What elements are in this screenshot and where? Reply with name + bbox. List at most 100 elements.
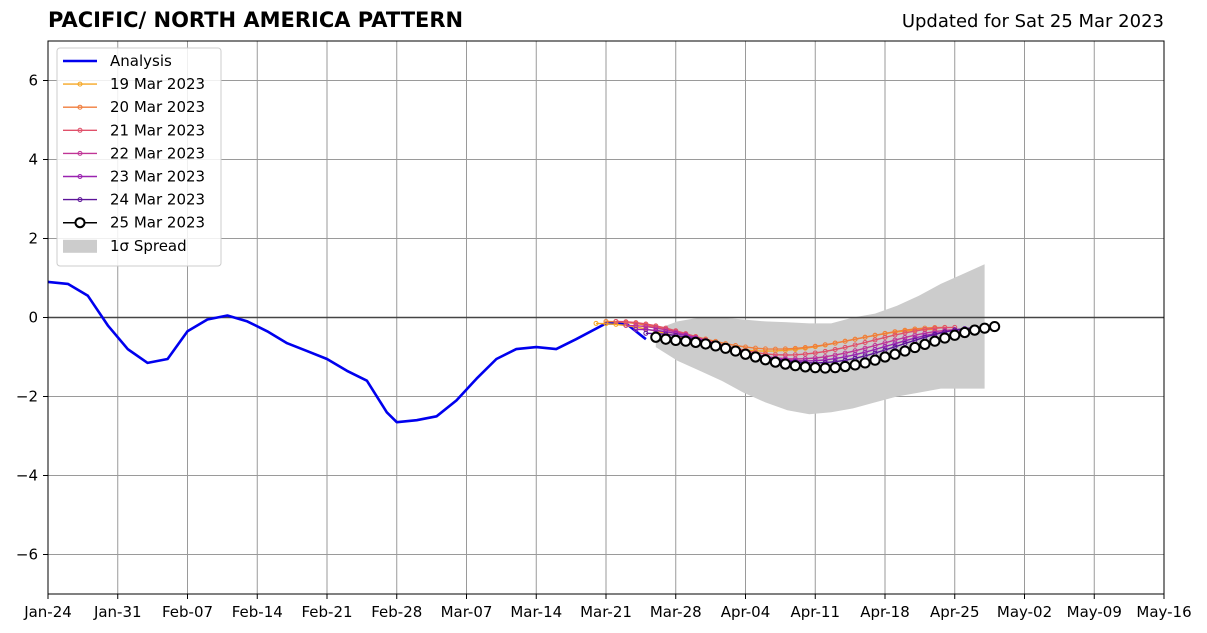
legend-marker xyxy=(77,150,83,156)
x-tick-label: Apr-11 xyxy=(791,603,841,621)
spread-band xyxy=(655,264,985,415)
legend-marker xyxy=(74,217,86,229)
current-forecast-point xyxy=(789,360,801,372)
forecast-point-0 xyxy=(593,320,599,326)
forecast-point-3 xyxy=(902,335,908,341)
current-forecast-point xyxy=(879,351,891,363)
x-tick-label: May-16 xyxy=(1136,603,1191,621)
forecast-point-1 xyxy=(822,342,828,348)
x-tick-label: Apr-04 xyxy=(721,603,771,621)
forecast-point-1 xyxy=(872,332,878,338)
current-forecast-point xyxy=(680,335,692,347)
current-forecast-point xyxy=(719,342,732,354)
current-forecast-point xyxy=(919,338,931,350)
current-forecast-point xyxy=(670,334,682,347)
legend-label: 25 Mar 2023 xyxy=(110,214,205,232)
forecast-point-1 xyxy=(802,344,808,350)
forecast-line-2 xyxy=(615,320,955,356)
current-forecast-point xyxy=(799,361,811,373)
x-tick-label: Jan-31 xyxy=(93,603,142,621)
legend-label: 21 Mar 2023 xyxy=(110,121,205,139)
legend-label: 23 Mar 2023 xyxy=(110,168,205,186)
forecast-point-5 xyxy=(643,330,649,336)
forecast-point-1 xyxy=(852,336,858,342)
forecast-point-1 xyxy=(842,338,848,344)
x-tick-label: Mar-14 xyxy=(510,603,562,621)
y-tick-label: 0 xyxy=(28,309,38,327)
y-tick-label: 2 xyxy=(28,230,38,248)
forecast-point-4 xyxy=(892,341,898,347)
y-tick-label: 4 xyxy=(28,151,38,169)
current-forecast-point xyxy=(779,358,791,370)
current-forecast-point xyxy=(650,331,662,343)
current-forecast-point xyxy=(749,351,762,363)
current-forecast-point xyxy=(759,354,772,366)
current-forecast-point xyxy=(979,322,991,334)
legend-label: Analysis xyxy=(110,52,172,70)
forecast-point-2 xyxy=(862,339,868,345)
x-tick-label: Apr-18 xyxy=(860,603,910,621)
forecast-point-2 xyxy=(852,342,858,348)
forecast-point-2 xyxy=(802,351,808,357)
forecast-point-1 xyxy=(812,343,818,349)
current-forecast-point xyxy=(690,336,702,348)
forecast-point-1 xyxy=(603,318,609,324)
current-forecast-point xyxy=(909,341,921,354)
legend-label: 1σ Spread xyxy=(110,237,187,255)
current-forecast-point xyxy=(949,329,961,341)
legend-label: 22 Mar 2023 xyxy=(110,144,205,162)
legend-marker xyxy=(77,174,83,179)
x-tick-label: Mar-21 xyxy=(580,603,632,621)
x-tick-label: Feb-14 xyxy=(232,603,283,621)
current-forecast-point xyxy=(739,348,752,360)
x-tick-label: Apr-25 xyxy=(930,603,980,621)
current-forecast-point xyxy=(769,356,781,368)
forecast-point-3 xyxy=(623,322,629,328)
forecast-point-2 xyxy=(812,350,818,356)
x-tick-label: Feb-28 xyxy=(371,603,422,621)
forecast-point-2 xyxy=(932,325,938,331)
chart-updated-date: Updated for Sat 25 Mar 2023 xyxy=(901,11,1164,32)
legend-marker xyxy=(77,197,83,203)
current-forecast-point xyxy=(859,357,871,369)
current-forecast-point xyxy=(710,340,722,352)
x-tick-label: Mar-07 xyxy=(441,603,493,621)
forecast-point-2 xyxy=(882,334,888,340)
y-tick-label: 6 xyxy=(28,72,38,90)
forecast-point-2 xyxy=(613,318,619,324)
current-forecast-point xyxy=(889,348,901,360)
x-tick-label: May-09 xyxy=(1067,603,1122,621)
current-forecast-point xyxy=(829,362,841,374)
forecast-point-4 xyxy=(882,344,888,350)
forecast-point-4 xyxy=(822,357,828,363)
forecast-point-1 xyxy=(832,340,838,346)
legend-marker xyxy=(77,127,83,133)
y-tick-label: −4 xyxy=(16,467,38,485)
x-tick-label: Mar-28 xyxy=(650,603,702,621)
legend-swatch xyxy=(63,239,97,253)
current-forecast-point xyxy=(729,345,742,357)
forecast-point-2 xyxy=(822,348,828,354)
current-forecast-point xyxy=(809,362,821,374)
x-tick-label: Feb-07 xyxy=(162,603,213,621)
forecast-line-1 xyxy=(605,320,945,350)
x-tick-label: Jan-24 xyxy=(23,603,72,621)
forecast-point-2 xyxy=(892,332,898,338)
legend-label: 19 Mar 2023 xyxy=(110,75,205,93)
current-forecast-point xyxy=(899,345,911,357)
forecast-point-1 xyxy=(892,329,898,335)
legend-marker xyxy=(77,81,83,87)
legend: Analysis 19 Mar 2023 20 Mar 2023 21 Mar 202… xyxy=(56,47,222,267)
forecast-point-1 xyxy=(762,346,768,352)
chart-title: PACIFIC/ NORTH AMERICA PATTERN xyxy=(48,8,464,32)
current-forecast-point xyxy=(969,324,981,336)
analysis-line xyxy=(48,280,647,424)
forecast-point-4 xyxy=(832,356,838,362)
x-tick-label: Feb-21 xyxy=(301,603,352,621)
forecast-point-3 xyxy=(643,324,649,330)
current-forecast-point xyxy=(839,360,851,373)
legend-label: 24 Mar 2023 xyxy=(110,191,205,209)
current-forecast-point xyxy=(929,335,941,347)
y-tick-label: −6 xyxy=(16,546,38,564)
